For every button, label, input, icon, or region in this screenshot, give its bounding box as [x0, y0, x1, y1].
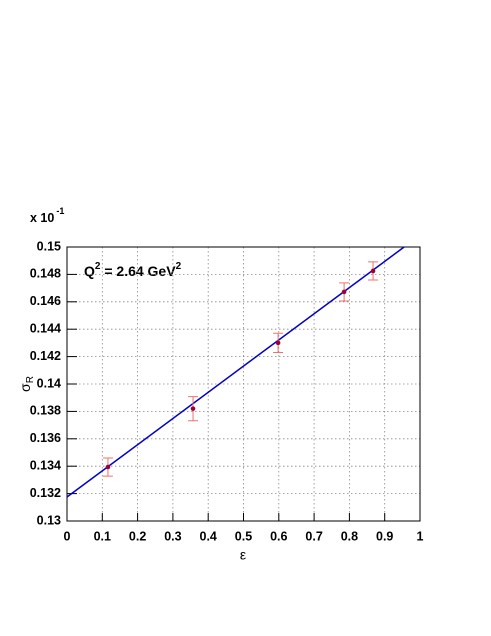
y-tick-label: 0.138: [30, 404, 61, 418]
x-tick-label: 0.2: [129, 529, 146, 543]
x-tick-label: 1: [417, 529, 424, 543]
axis-multiplier: x 10 -1: [30, 206, 64, 225]
y-tick-label: 0.148: [30, 267, 61, 281]
multiplier-exp: -1: [56, 206, 64, 216]
x-tick-label: 0.8: [341, 529, 358, 543]
annotation: Q2 = 2.64 GeV2: [84, 261, 182, 279]
y-label-main: σ: [17, 383, 33, 392]
y-tick-label: 0.146: [30, 294, 61, 308]
data-point: [190, 406, 196, 411]
y-tick-label: 0.13: [37, 513, 61, 527]
y-tick-label: 0.136: [30, 431, 61, 445]
data-point: [275, 340, 281, 346]
fit-line: [66, 246, 405, 498]
x-tick-label: 0.7: [305, 529, 322, 543]
x-tick-label: 0.9: [376, 529, 393, 543]
x-tick-label: 0.1: [94, 529, 111, 543]
plot-frame: [66, 246, 421, 522]
annotation-part: Q: [84, 263, 95, 279]
y-tick-label: 0.132: [30, 486, 61, 500]
y-tick-label: 0.144: [30, 321, 61, 335]
y-axis-label: σR: [17, 376, 36, 392]
x-tick-label: 0.6: [270, 529, 287, 543]
x-tick-label: 0.3: [164, 529, 181, 543]
annotation-part: = 2.64 GeV: [100, 263, 176, 279]
y-tick-label: 0.142: [30, 349, 61, 363]
multiplier-base: x 10: [30, 211, 54, 225]
x-tick-label: 0.4: [200, 529, 217, 543]
y-label-sub: R: [25, 376, 36, 383]
x-tick-label: 0.5: [235, 529, 252, 543]
x-axis-label: ε: [240, 547, 246, 563]
annotation-sup: 2: [176, 261, 182, 272]
annotation-sup: 2: [95, 261, 101, 272]
y-tick-label: 0.15: [37, 239, 61, 253]
y-tick-label: 0.134: [30, 458, 61, 472]
y-tick-label: 0.14: [37, 376, 61, 390]
data-point: [341, 289, 347, 295]
x-tick-label: 0: [64, 529, 71, 543]
data-point: [370, 268, 376, 274]
data-point: [105, 464, 111, 470]
